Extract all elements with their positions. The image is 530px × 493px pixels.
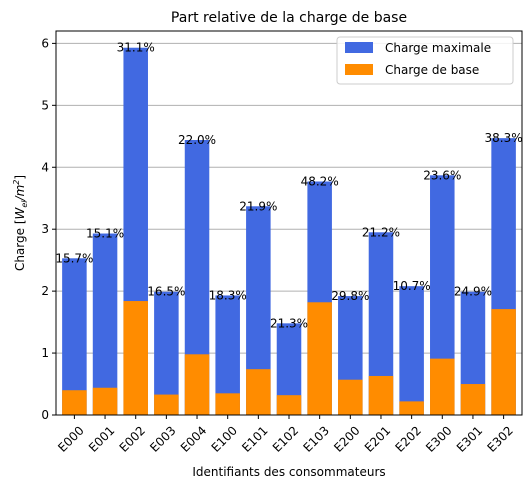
bar-charge-maximale [154, 291, 179, 415]
data-label: 18.3% [209, 288, 247, 302]
data-label: 23.6% [423, 168, 461, 182]
legend-frame [336, 36, 514, 85]
bar-charge-de-base [154, 394, 179, 415]
x-tick-label: E301 [454, 423, 485, 454]
bar-charge-de-base [184, 354, 210, 415]
legend-swatch-base [345, 64, 373, 75]
y-tick-label: 5 [41, 98, 49, 112]
y-tick-label: 0 [41, 408, 49, 422]
bar-charge-de-base [430, 358, 455, 415]
x-tick-label: E300 [423, 423, 454, 454]
bar-charge-de-base [92, 387, 118, 415]
y-tick-label: 2 [41, 284, 49, 298]
x-axis: E000 E001 E002 E003 E004 E100 E101 E102 E103 E200… [55, 415, 516, 455]
data-label: 21.3% [270, 316, 308, 330]
x-tick-label: E100 [209, 423, 240, 454]
bar-charge-de-base [307, 302, 332, 415]
bars [62, 47, 516, 416]
bar-charge-maximale [92, 233, 118, 415]
bar-charge-de-base [491, 309, 516, 415]
y-tick-label: 6 [41, 36, 49, 50]
bar-charge-de-base [368, 375, 394, 415]
bar-charge-de-base [338, 379, 363, 415]
x-tick-label: E002 [117, 423, 148, 454]
bar-charge-de-base [399, 401, 424, 415]
bar-charge-de-base [276, 395, 302, 415]
data-label: 15.7% [55, 251, 93, 265]
bar-charge-maximale [399, 286, 424, 415]
chart-title: Part relative de la charge de base [171, 10, 407, 26]
data-label: 16.5% [147, 285, 185, 299]
x-tick-label: E004 [178, 423, 209, 454]
bar-charge-de-base [215, 393, 240, 415]
y-tick-label: 3 [41, 222, 49, 236]
x-tick-label: E202 [393, 423, 424, 454]
bar-charge-de-base [123, 301, 148, 415]
data-label: 10.7% [393, 279, 431, 293]
data-label: 21.2% [362, 225, 400, 239]
bar-charge-de-base [460, 384, 486, 415]
x-tick-label: E200 [331, 423, 362, 454]
x-tick-label: E000 [55, 423, 86, 454]
bar-charge-de-base [62, 390, 87, 415]
y-axis-label: Charge [Wel/m2] [12, 175, 29, 271]
x-tick-label: E302 [484, 423, 515, 454]
x-tick-label: E103 [301, 423, 332, 454]
data-label: 21.9% [239, 199, 277, 213]
legend-label-max: Charge maximale [385, 41, 491, 55]
x-tick-label: E001 [86, 423, 117, 454]
x-tick-label: E101 [239, 423, 270, 454]
legend-swatch-max [345, 42, 373, 53]
data-label: 48.2% [301, 175, 339, 189]
data-label: 22.0% [178, 133, 216, 147]
legend: Charge maximale Charge de base [336, 36, 514, 85]
bar-charge-maximale [62, 258, 87, 415]
y-axis: 0 1 2 3 4 5 6 [41, 36, 56, 422]
y-tick-label: 4 [41, 160, 49, 174]
x-tick-label: E003 [147, 423, 178, 454]
x-tick-label: E102 [270, 423, 301, 454]
data-label: 31.1% [117, 41, 155, 55]
data-labels: 15.7% 15.1% 31.1% 16.5% 22.0% 18.3% 21.9% 21.3%… [55, 41, 522, 331]
bar-charge-de-base [246, 369, 271, 415]
x-tick-label: E201 [362, 423, 393, 454]
data-label: 38.3% [485, 131, 523, 145]
data-label: 29.8% [331, 289, 369, 303]
x-axis-label: Identifiants des consommateurs [192, 465, 385, 479]
legend-label-base: Charge de base [385, 63, 479, 77]
y-tick-label: 1 [41, 346, 49, 360]
data-label: 15.1% [86, 227, 124, 241]
data-label: 24.9% [454, 285, 492, 299]
